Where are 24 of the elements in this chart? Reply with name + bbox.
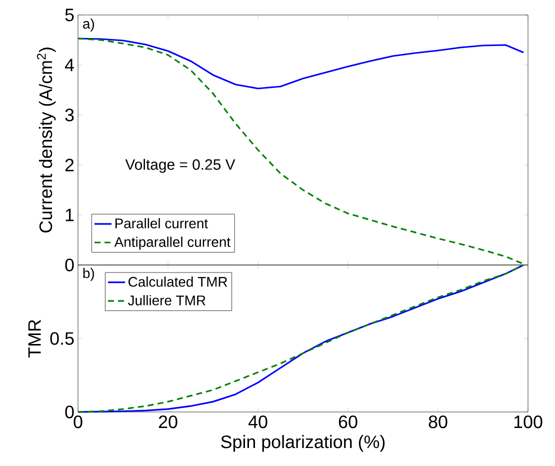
x-tick-label: 80 (428, 415, 448, 428)
y-tick-label: 2 (65, 158, 74, 172)
x-axis-title: Spin polarization (%) (221, 435, 385, 452)
y-tick-label: 0 (65, 258, 74, 272)
y-tick-label: 5 (65, 8, 74, 22)
x-tick-label: 40 (248, 415, 268, 428)
x-tick-label: 0 (74, 415, 82, 428)
legend-label: Calculated TMR (128, 276, 228, 287)
y-tick-label: 4 (64, 58, 74, 72)
y-tick-label: 3 (65, 108, 74, 122)
x-tick-label: 100 (514, 415, 542, 428)
y-tick-label: 0 (65, 406, 74, 418)
x-tick-label: 20 (158, 415, 178, 428)
y-tick-label: 1 (66, 208, 74, 222)
x-tick-label: 60 (338, 415, 358, 428)
annotation: b) (83, 268, 94, 281)
y-axis-title: TMR (28, 320, 41, 358)
annotation: a) (83, 18, 94, 32)
legend-label: Parallel current (115, 218, 208, 228)
y-tick-label: 0.5 (50, 332, 74, 345)
legend-label: Antiparallel current (114, 236, 230, 250)
annotation: Voltage = 0.25 V (125, 158, 236, 173)
legend-label: Julliere TMR (128, 295, 206, 306)
y-axis-title: Current density (A/cm$^{2}$) (36, 48, 56, 233)
